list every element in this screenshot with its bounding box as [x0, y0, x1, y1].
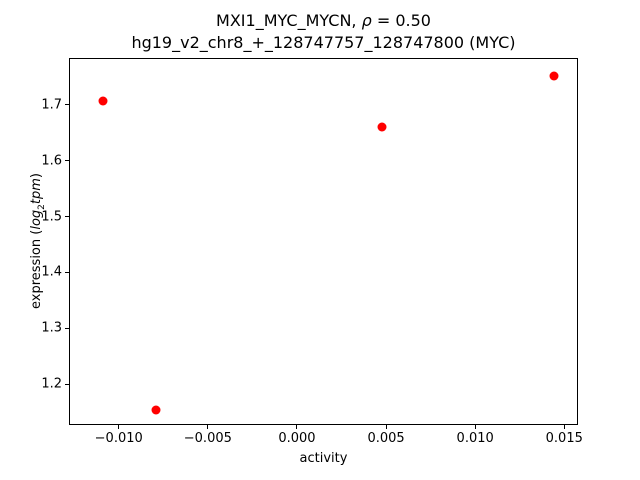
x-tick-label: 0.000: [278, 431, 316, 446]
x-tick-label: −0.005: [183, 431, 232, 446]
y-axis-label-sub: 2: [36, 204, 47, 210]
y-axis-label-tpm: tpm: [29, 178, 45, 205]
y-axis-label-prefix: expression (: [29, 229, 45, 309]
y-axis-label-suffix: ): [29, 173, 45, 179]
x-tick-mark: [563, 425, 565, 429]
y-tick-label: 1.3: [41, 320, 62, 336]
rho-symbol: ρ: [361, 11, 372, 30]
x-tick-mark: [385, 425, 387, 429]
x-tick-label: 0.010: [456, 431, 494, 446]
x-tick-mark: [474, 425, 476, 429]
x-tick-label: 0.005: [367, 431, 405, 446]
x-tick-mark: [118, 425, 120, 429]
y-tick-label: 1.2: [41, 376, 62, 392]
x-axis-label: activity: [299, 451, 348, 466]
plot-area: [69, 58, 578, 425]
rho-value: = 0.50: [371, 11, 431, 30]
chart-title-text: MXI1_MYC_MYCN,: [216, 11, 362, 30]
y-tick-label: 1.6: [41, 153, 62, 169]
x-tick-mark: [207, 425, 209, 429]
chart-title-line1: MXI1_MYC_MYCN, ρ = 0.50: [69, 10, 578, 32]
x-tick-label: 0.015: [545, 431, 583, 446]
y-tick-label: 1.7: [41, 97, 62, 113]
chart-title-line2: hg19_v2_chr8_+_128747757_128747800 (MYC): [131, 33, 516, 52]
x-tick-mark: [296, 425, 298, 429]
x-tick-label: −0.010: [94, 431, 143, 446]
y-axis-label: expression (log2tpm): [29, 173, 47, 309]
y-axis-label-log: log: [29, 209, 45, 230]
chart-title: MXI1_MYC_MYCN, ρ = 0.50 hg19_v2_chr8_+_1…: [69, 10, 578, 54]
